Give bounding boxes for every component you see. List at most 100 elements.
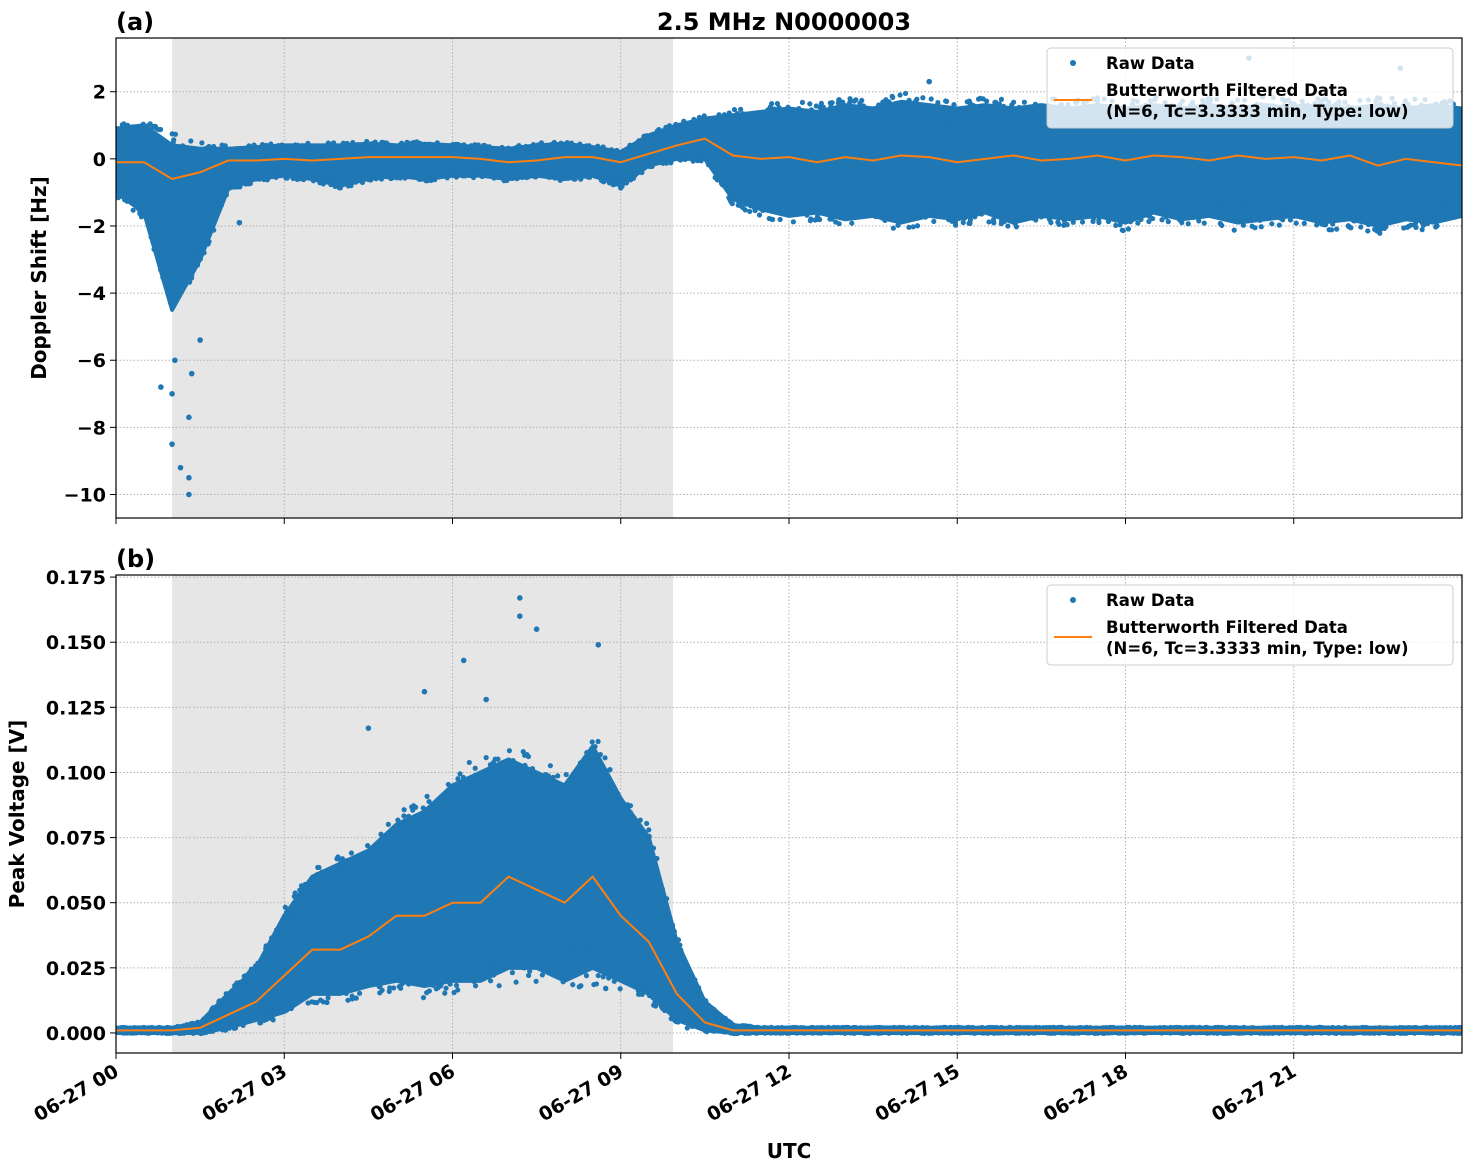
raw-data-point: [1043, 198, 1049, 204]
raw-data-point: [600, 144, 606, 150]
raw-data-point: [608, 791, 614, 798]
raw-data-point: [883, 108, 889, 114]
raw-data-point: [903, 209, 909, 216]
raw-data-point: [740, 111, 746, 117]
raw-data-point: [1287, 1025, 1293, 1031]
raw-data-point: [458, 148, 465, 154]
raw-data-point: [860, 112, 867, 118]
raw-data-point: [592, 753, 599, 759]
raw-data-point: [1067, 215, 1073, 221]
raw-data-point: [694, 987, 700, 993]
raw-data-point: [460, 173, 466, 179]
raw-data-point: [546, 798, 552, 805]
raw-data-point: [176, 144, 182, 150]
raw-data-point: [843, 197, 849, 203]
raw-data-point: [145, 1025, 152, 1031]
raw-data-point: [927, 1030, 933, 1036]
raw-data-point: [584, 749, 590, 756]
raw-data-point: [1063, 207, 1070, 213]
raw-data-point: [665, 1003, 671, 1009]
raw-data-point: [269, 1015, 275, 1021]
raw-data-point: [602, 176, 608, 182]
raw-data-point: [314, 871, 320, 877]
raw-data-point: [748, 203, 754, 209]
raw-data-point: [241, 973, 247, 979]
raw-data-point: [968, 109, 974, 115]
raw-data-point: [537, 146, 543, 153]
raw-data-point: [935, 200, 941, 206]
raw-data-point: [1246, 215, 1252, 222]
raw-data-point: [118, 187, 124, 193]
raw-data-point: [397, 142, 403, 148]
raw-data-point: [799, 99, 806, 106]
raw-data-point: [217, 1000, 223, 1006]
raw-data-point: [1430, 208, 1437, 214]
raw-data-point: [806, 193, 813, 199]
raw-data-point: [597, 751, 603, 758]
raw-data-outlier: [197, 337, 203, 343]
raw-data-point: [1193, 1030, 1199, 1036]
raw-data-point: [1179, 220, 1185, 226]
raw-data-point: [163, 159, 169, 165]
raw-data-point: [714, 166, 720, 172]
raw-data-point: [514, 144, 520, 150]
raw-data-point: [309, 879, 316, 885]
raw-data-point: [434, 956, 441, 962]
raw-data-point: [472, 953, 479, 960]
raw-data-point: [485, 972, 491, 978]
raw-data-point: [268, 147, 274, 153]
raw-data-point: [471, 786, 478, 792]
raw-data-point: [558, 176, 565, 182]
raw-data-point: [885, 203, 891, 209]
raw-data-point: [1076, 204, 1083, 210]
raw-data-point: [747, 1030, 753, 1036]
raw-data-point: [459, 972, 466, 978]
raw-data-point: [402, 175, 408, 181]
raw-data-point: [210, 216, 217, 222]
raw-data-point: [722, 117, 728, 123]
raw-data-point: [180, 143, 186, 149]
raw-data-point: [690, 158, 696, 164]
raw-data-point: [321, 974, 327, 981]
raw-data-point: [692, 977, 698, 983]
raw-data-point: [1202, 1025, 1208, 1031]
raw-data-point: [1283, 199, 1290, 205]
raw-data-point: [223, 184, 229, 190]
raw-data-point: [655, 155, 662, 162]
raw-data-point: [681, 1016, 687, 1022]
raw-data-point: [187, 279, 193, 285]
raw-data-point: [388, 953, 394, 959]
raw-data-point: [993, 119, 999, 125]
raw-data-point: [1117, 222, 1123, 228]
raw-data-point: [1323, 210, 1330, 216]
raw-data-point: [488, 770, 494, 776]
raw-data-point: [343, 179, 349, 185]
raw-data-point: [1434, 223, 1440, 229]
raw-data-point: [1082, 198, 1088, 204]
raw-data-point: [1350, 218, 1357, 224]
raw-data-point: [1243, 206, 1250, 212]
raw-data-point: [1070, 219, 1076, 225]
raw-data-point: [567, 941, 574, 947]
raw-data-point: [841, 206, 847, 212]
raw-data-point: [151, 246, 157, 252]
raw-data-point: [363, 143, 369, 150]
raw-data-point: [481, 147, 487, 153]
raw-data-point: [571, 772, 577, 778]
raw-data-point: [874, 1025, 880, 1031]
raw-data-point: [205, 158, 211, 165]
raw-data-point: [712, 121, 718, 127]
raw-data-point: [275, 142, 282, 149]
raw-data-point: [637, 817, 643, 823]
raw-data-point: [433, 986, 439, 992]
raw-data-point: [1135, 220, 1141, 226]
raw-data-point: [947, 206, 953, 212]
raw-data-point: [1276, 1030, 1282, 1036]
raw-data-point: [559, 796, 566, 802]
raw-data-point: [988, 121, 995, 128]
raw-data-point: [1383, 204, 1390, 211]
raw-data-point: [809, 1030, 815, 1036]
raw-data-point: [844, 1024, 850, 1030]
raw-data-point: [597, 763, 604, 769]
